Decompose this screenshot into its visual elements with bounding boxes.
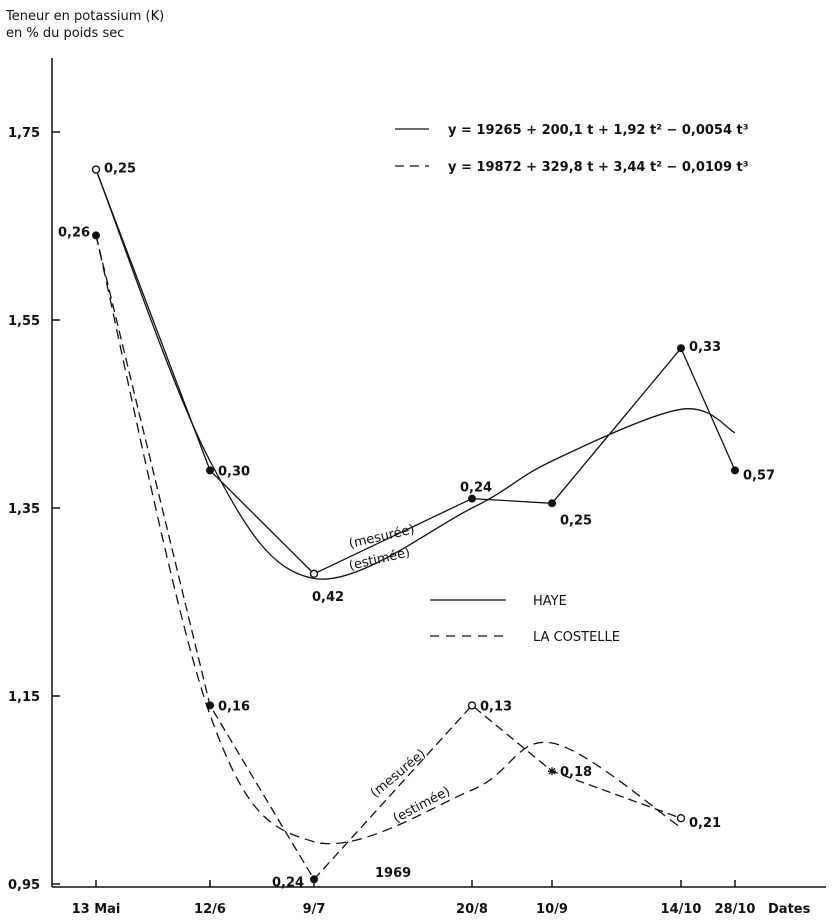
x-tick-label: 10/9	[536, 902, 568, 917]
la-costelle-value-label: 0,16	[218, 699, 250, 714]
y-tick-label: 0,95	[8, 878, 40, 893]
markers	[91, 165, 739, 884]
la-costelle-value-label: 0,24	[272, 875, 304, 890]
x-tick-label: 28/10	[715, 902, 756, 917]
la-costelle-estimated-line	[95, 235, 682, 845]
la-costelle-value-label: 0,26	[58, 225, 90, 240]
la-costelle-value-label: 0,21	[689, 816, 721, 831]
y-tick-label: 1,75	[8, 126, 40, 141]
la-costelle-estimated-label: (estimée)	[391, 784, 453, 826]
haye-estimated-line	[95, 169, 736, 580]
x-axis-title: Dates	[768, 902, 811, 917]
haye-point	[91, 165, 101, 174]
la-costelle-point	[467, 701, 477, 710]
haye-point	[677, 344, 685, 353]
x-tick-label: 20/8	[456, 902, 488, 917]
haye-value-label: 0,57	[743, 468, 775, 483]
x-tick-label: 14/10	[661, 902, 702, 917]
haye-point	[206, 466, 214, 475]
la-costelle-measured-label: (mesurée)	[368, 747, 429, 801]
equation-la-costelle: y = 19872 + 329,8 t + 3,44 t² − 0,0109 t…	[448, 160, 748, 175]
la-costelle-point	[676, 814, 686, 823]
year-note: 1969	[375, 866, 411, 881]
x-tick-label: 13 Mai	[72, 902, 121, 917]
y-ticks: 1,75 1,55 1,35 1,15 0,95	[8, 126, 60, 893]
la-costelle-point	[548, 767, 556, 776]
haye-value-label: 0,42	[312, 590, 344, 605]
x-ticks: 13 Mai 12/6 9/7 20/8 10/9 14/10 28/10	[72, 880, 756, 917]
y-tick-label: 1,15	[8, 690, 40, 705]
x-tick-label: 12/6	[194, 902, 226, 917]
x-tick-label: 9/7	[303, 902, 326, 917]
la-costelle-measured-line	[95, 235, 682, 881]
haye-value-label: 0,25	[560, 513, 592, 528]
haye-measured-line	[95, 169, 736, 575]
la-costelle-point	[92, 231, 100, 240]
y-axis-title-line-1: Teneur en potassium (K)	[5, 9, 164, 24]
la-costelle-point	[206, 701, 214, 710]
curves	[95, 169, 736, 881]
y-axis-title-line-2: en % du poids sec	[6, 26, 124, 41]
haye-value-label: 0,33	[689, 340, 721, 355]
haye-point	[468, 494, 476, 503]
haye-value-label: 0,25	[104, 162, 136, 177]
y-tick-label: 1,55	[8, 314, 40, 329]
haye-point	[548, 499, 556, 508]
value-labels: 0,25 0,30 0,42 0,24 0,25 0,33 0,57 0,26 0,16 0,24…	[58, 162, 775, 891]
legend-haye: HAYE	[533, 594, 567, 609]
la-costelle-point	[310, 875, 318, 884]
la-costelle-value-label: 0,13	[480, 699, 512, 714]
haye-point	[731, 466, 739, 475]
y-tick-label: 1,35	[8, 502, 40, 517]
la-costelle-value-label: 0,18	[560, 765, 592, 780]
equation-haye: y = 19265 + 200,1 t + 1,92 t² − 0,0054 t…	[448, 123, 748, 138]
legend-la-costelle: LA COSTELLE	[533, 630, 620, 645]
haye-value-label: 0,24	[460, 481, 492, 496]
haye-value-label: 0,30	[218, 464, 250, 479]
haye-point	[309, 569, 319, 578]
